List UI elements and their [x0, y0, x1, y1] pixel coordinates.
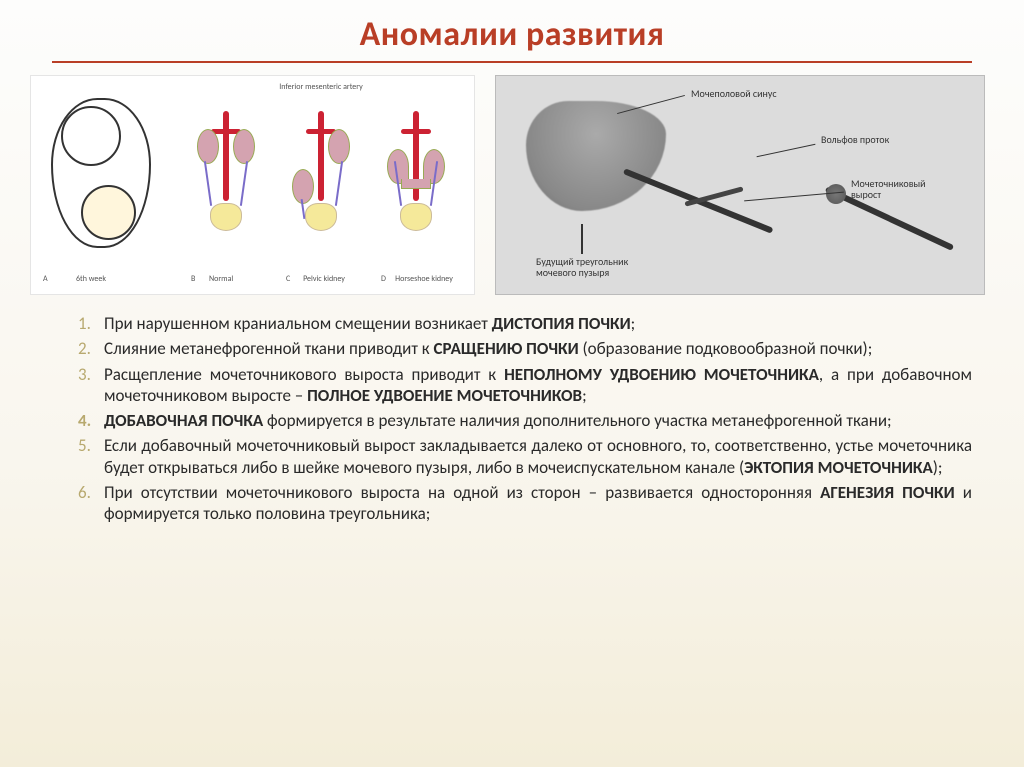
item-text-post: );	[933, 457, 943, 478]
metanephric-blastema	[826, 184, 846, 204]
item-bold: НЕПОЛНОМУ УДВОЕНИЮ МОЧЕТОЧНИКА	[504, 364, 819, 385]
list-item-6: 6. При отсутствии мочеточникового вырост…	[78, 482, 972, 525]
item-bold-2: ПОЛНОЕ УДВОЕНИЕ МОЧЕТОЧНИКОВ	[307, 385, 582, 406]
item-text-post: ;	[631, 313, 636, 334]
panel-c-letter: C	[286, 274, 290, 284]
panel-d-caption: Horseshoe kidney	[394, 274, 454, 284]
anomalies-list: 1. При нарушенном краниальном смещении в…	[0, 313, 1024, 524]
title-underline	[52, 61, 972, 63]
embryo-gut	[81, 185, 136, 240]
list-item-3: 3. Расщепление мочеточникового выроста п…	[78, 364, 972, 407]
item-text-post: (образование подковообразной почки);	[579, 338, 873, 359]
item-text-pre: Слияние метанефрогенной ткани приводит к	[104, 338, 434, 359]
panel-a-letter: A	[43, 274, 48, 284]
item-bold: СРАЩЕНИЮ ПОЧКИ	[434, 338, 579, 359]
list-item-1: 1. При нарушенном краниальном смещении в…	[78, 313, 972, 334]
panel-a-caption: 6th week	[76, 274, 106, 284]
embryo-outline	[51, 98, 151, 248]
images-row: Inferior mesenteric artery A 6th week B …	[0, 75, 1024, 295]
sinus-label: Мочеполовой синус	[691, 88, 777, 99]
item-bold: ДИСТОПИЯ ПОЧКИ	[492, 313, 631, 334]
panel-d-letter: D	[381, 274, 386, 284]
wolff-label: Вольфов проток	[821, 134, 889, 145]
panel-b-caption: Normal	[209, 274, 233, 284]
list-item-5: 5. Если добавочный мочеточниковый вырост…	[78, 435, 972, 478]
panel-c-caption: Pelvic kidney	[299, 274, 349, 284]
item-text-post: ;	[582, 385, 587, 406]
list-item-4: 4. ДОБАВОЧНАЯ ПОЧКА формируется в резуль…	[78, 410, 972, 431]
item-number: 1.	[78, 313, 104, 334]
item-text-post: формируется в результате наличия дополни…	[263, 410, 891, 431]
urogenital-sinus-figure: Мочеполовой синус Вольфов проток Мочеточ…	[495, 75, 985, 295]
item-number: 2.	[78, 338, 104, 359]
panel-b-letter: B	[191, 274, 195, 284]
item-text-pre: При отсутствии мочеточникового выроста н…	[104, 482, 820, 503]
item-bold: ДОБАВОЧНАЯ ПОЧКА	[104, 410, 263, 431]
item-text-pre: Расщепление мочеточникового выроста прив…	[104, 364, 504, 385]
item-bold: ЭКТОПИЯ МОЧЕТОЧНИКА	[744, 457, 933, 478]
item-bold: АГЕНЕЗИЯ ПОЧКИ	[820, 482, 955, 503]
ureteric-bud-label: Мочеточниковый вырост	[851, 178, 951, 200]
list-item-2: 2. Слияние метанефрогенной ткани приводи…	[78, 338, 972, 359]
item-number: 3.	[78, 364, 104, 407]
item-text-pre: При нарушенном краниальном смещении возн…	[104, 313, 492, 334]
mesenteric-artery-label: Inferior mesenteric artery	[261, 82, 381, 92]
item-number: 5.	[78, 435, 104, 478]
trigone-label: Будущий треугольник мочевого пузыря	[536, 256, 646, 278]
urogenital-sinus-shape	[526, 101, 666, 211]
embryo-head	[61, 106, 121, 166]
slide-title: Аномалии развития	[0, 0, 1024, 61]
item-number: 6.	[78, 482, 104, 525]
item-number: 4.	[78, 410, 104, 431]
kidney-development-figure: Inferior mesenteric artery A 6th week B …	[30, 75, 475, 295]
